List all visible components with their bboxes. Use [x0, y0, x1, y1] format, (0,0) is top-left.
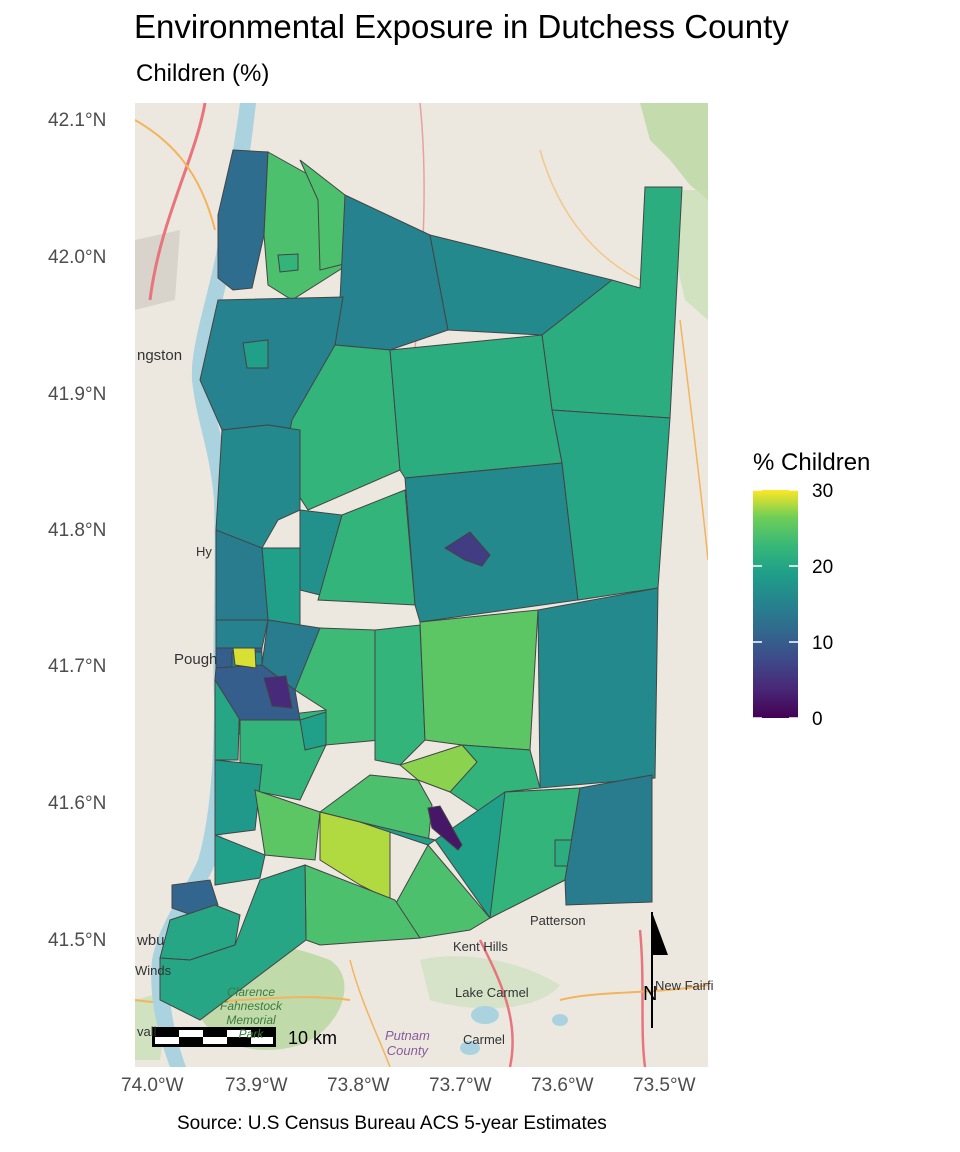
census-tract — [394, 844, 491, 939]
census-tract — [389, 334, 563, 479]
census-tract — [299, 159, 353, 271]
place-label-patterson: Patterson — [530, 913, 586, 928]
place-label-kent-hills: Kent Hills — [453, 939, 508, 954]
legend-label: 30 — [812, 481, 834, 502]
y-tick-label: 41.6°N — [48, 793, 107, 814]
x-tick-label: 73.5°W — [633, 1075, 696, 1096]
census-tract — [444, 531, 491, 567]
census-tract — [254, 789, 321, 861]
place-label-new-fairfield: New Fairfi — [655, 978, 714, 993]
x-tick-label: 73.9°W — [225, 1075, 288, 1096]
census-tract — [232, 647, 257, 669]
census-tract — [159, 864, 307, 1021]
census-tract — [215, 619, 269, 649]
place-label-lake-carmel: Lake Carmel — [455, 985, 529, 1000]
x-tick-label: 73.6°W — [531, 1075, 594, 1096]
source-caption: Source: U.S Census Bureau ACS 5-year Est… — [177, 1113, 607, 1134]
census-tract — [277, 253, 299, 273]
census-tract — [537, 587, 659, 789]
census-tract — [419, 609, 539, 751]
legend-title: % Children — [753, 449, 871, 476]
map-subtitle: Children (%) — [136, 60, 270, 87]
census-tract — [564, 774, 653, 906]
y-tick-label: 41.5°N — [48, 930, 107, 951]
place-label-putnam-county: Putnam County — [385, 1028, 430, 1058]
north-arrow-label: N — [643, 983, 658, 1005]
place-label-newburgh: wbu — [137, 932, 165, 949]
census-tract — [374, 624, 426, 766]
legend-label: 0 — [812, 709, 823, 730]
north-arrow — [651, 912, 668, 1028]
census-tract — [214, 759, 263, 836]
place-label-fahnestock-park: Clarence Fahnestock Memorial Park — [220, 985, 283, 1041]
place-label-poughkeepsie: Pough — [174, 651, 218, 668]
census-tract — [242, 339, 269, 369]
census-tract — [404, 462, 579, 623]
place-label-hyde-park: Hy — [196, 544, 212, 559]
place-label-kingston: ngston — [137, 347, 183, 364]
legend-colorbar — [753, 489, 798, 719]
legend-label: 20 — [812, 557, 834, 578]
map-title: Environmental Exposure in Dutchess Count… — [134, 8, 789, 45]
census-tract — [317, 489, 416, 606]
y-tick-label: 41.9°N — [48, 384, 107, 405]
census-tract — [427, 805, 463, 851]
y-tick-label: 42.0°N — [48, 247, 107, 268]
scale-bar-label: 10 km — [288, 1028, 338, 1048]
y-tick-label: 41.7°N — [48, 656, 107, 677]
census-tract — [214, 834, 266, 886]
census-tract — [551, 409, 671, 601]
census-tract — [299, 711, 327, 751]
legend-label: 10 — [812, 633, 834, 654]
x-tick-label: 73.7°W — [429, 1075, 492, 1096]
census-tract — [263, 675, 293, 709]
place-label-carmel: Carmel — [463, 1032, 505, 1047]
place-label-wall: vall — [137, 1024, 157, 1039]
census-tract — [398, 744, 478, 793]
place-label-windsor: Winds — [135, 963, 172, 978]
x-tick-label: 73.8°W — [327, 1075, 390, 1096]
census-tracts — [159, 149, 683, 1021]
y-tick-label: 42.1°N — [48, 110, 107, 131]
y-tick-label: 41.8°N — [48, 520, 107, 541]
scale-bar — [152, 1027, 276, 1047]
x-tick-label: 74.0°W — [121, 1075, 184, 1096]
